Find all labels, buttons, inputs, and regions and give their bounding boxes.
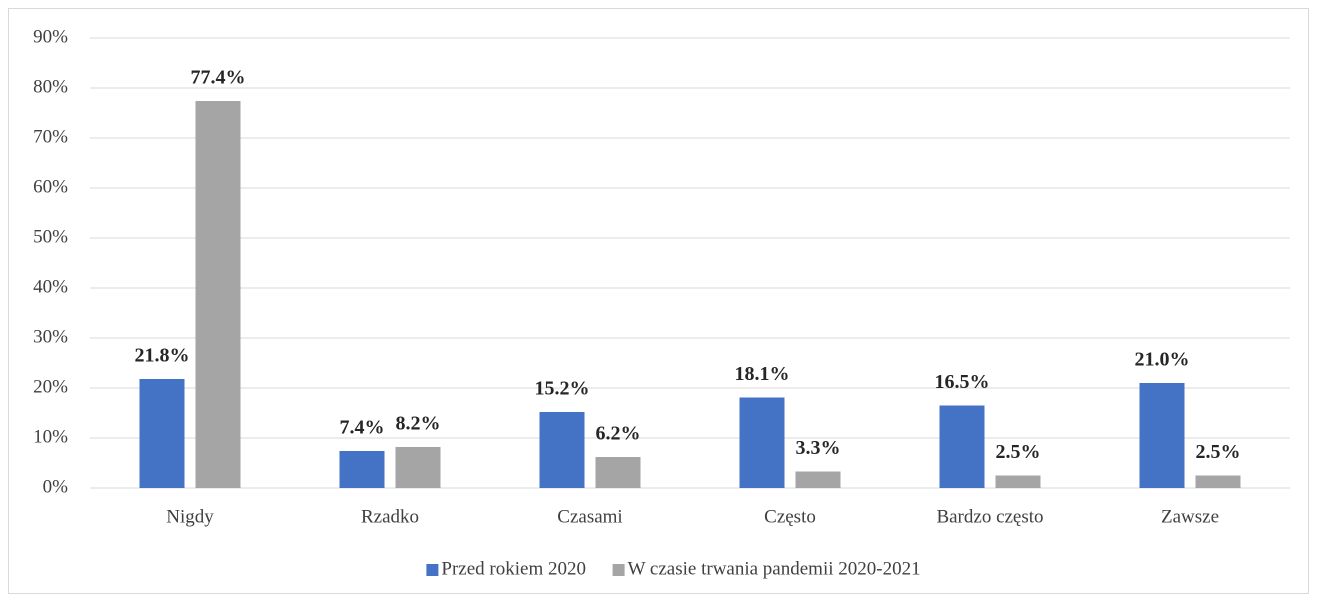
value-label: 8.2%	[396, 413, 441, 435]
y-tick-label: 10%	[33, 426, 68, 447]
bar	[1139, 383, 1185, 488]
value-label: 6.2%	[596, 423, 641, 445]
x-tick-label: Rzadko	[361, 506, 419, 527]
bar	[1195, 475, 1241, 488]
bar	[139, 379, 185, 488]
bar	[395, 447, 441, 488]
legend-swatch	[612, 564, 625, 576]
x-tick-label: Czasami	[557, 506, 622, 527]
bar	[195, 101, 241, 488]
y-tick-label: 50%	[33, 226, 68, 247]
value-label: 16.5%	[935, 371, 990, 393]
bar	[539, 412, 585, 488]
bar	[995, 475, 1041, 488]
value-label: 3.3%	[796, 437, 841, 459]
y-tick-label: 40%	[33, 276, 68, 297]
value-label: 77.4%	[191, 67, 246, 89]
value-label: 2.5%	[1196, 441, 1241, 463]
bar	[739, 397, 785, 488]
y-tick-label: 30%	[33, 326, 68, 347]
x-tick-label: Zawsze	[1161, 506, 1219, 527]
y-tick-label: 60%	[33, 176, 68, 197]
x-tick-label: Bardzo często	[936, 506, 1043, 527]
y-tick-label: 80%	[33, 76, 68, 97]
bar	[939, 405, 985, 488]
legend-label: W czasie trwania pandemii 2020-2021	[628, 558, 921, 579]
value-label: 2.5%	[996, 441, 1041, 463]
y-tick-label: 70%	[33, 126, 68, 147]
value-label: 21.0%	[1135, 349, 1190, 371]
y-tick-label: 0%	[43, 476, 69, 497]
value-label: 7.4%	[340, 417, 385, 439]
value-label: 15.2%	[535, 378, 590, 400]
y-tick-label: 20%	[33, 376, 68, 397]
bar	[595, 457, 641, 488]
bar	[339, 451, 385, 488]
value-label: 21.8%	[135, 345, 190, 367]
x-tick-label: Często	[764, 506, 816, 527]
legend-label: Przed rokiem 2020	[441, 558, 586, 579]
value-label: 18.1%	[735, 363, 790, 385]
x-tick-label: Nigdy	[166, 506, 214, 527]
y-tick-label: 90%	[33, 26, 68, 47]
bar	[795, 471, 841, 488]
legend-swatch	[426, 564, 439, 576]
